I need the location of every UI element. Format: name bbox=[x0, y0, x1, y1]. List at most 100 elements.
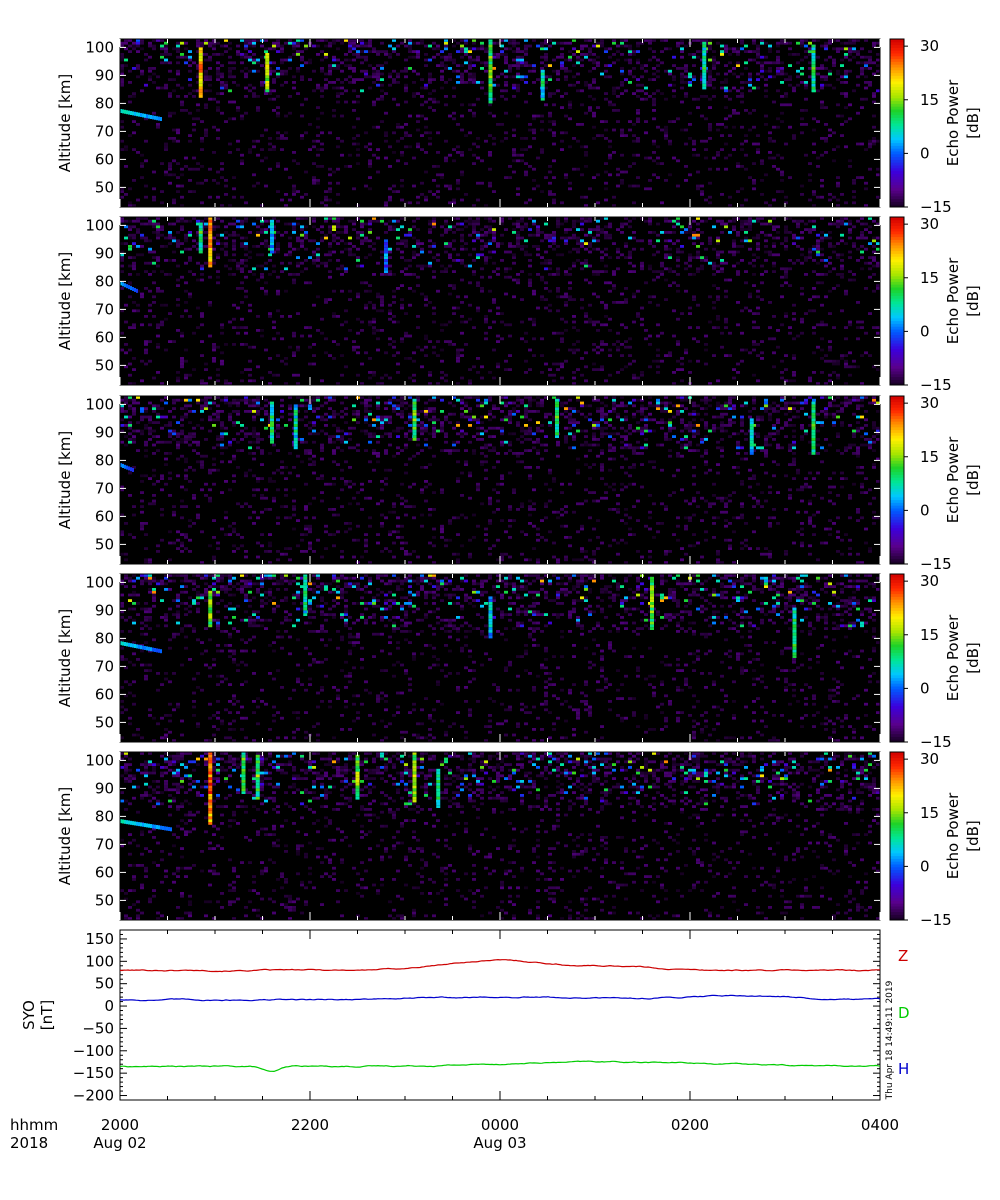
echo-cell bbox=[596, 61, 600, 65]
echo-cell bbox=[736, 270, 740, 273]
echo-cell bbox=[284, 131, 288, 135]
echo-cell bbox=[680, 100, 684, 104]
echo-cell bbox=[124, 365, 128, 369]
echo-cell bbox=[600, 72, 604, 76]
echo-cell bbox=[652, 295, 656, 299]
echo-cell bbox=[724, 354, 728, 357]
echo-cell bbox=[556, 72, 560, 76]
echo-cell bbox=[152, 187, 156, 191]
echo-column-cell bbox=[198, 81, 203, 84]
echo-cell bbox=[788, 217, 792, 220]
echo-cell bbox=[332, 228, 336, 231]
echo-cell bbox=[652, 159, 656, 163]
echo-cell bbox=[872, 219, 876, 223]
echo-cell bbox=[204, 78, 208, 81]
echo-cell bbox=[376, 72, 380, 76]
echo-column-cell bbox=[198, 233, 203, 237]
echo-cell bbox=[364, 50, 368, 53]
echo-cell bbox=[124, 343, 128, 346]
echo-cell bbox=[868, 139, 872, 143]
echo-column-cell bbox=[488, 53, 493, 56]
echo-cell bbox=[728, 61, 732, 65]
echo-cell bbox=[152, 198, 156, 202]
echo-column-cell bbox=[488, 100, 493, 104]
echo-cell bbox=[680, 357, 684, 360]
echo-cell bbox=[688, 53, 692, 56]
echo-cell bbox=[420, 95, 424, 98]
echo-cell bbox=[712, 64, 716, 67]
echo-column-cell bbox=[540, 92, 545, 95]
echo-cell bbox=[548, 303, 552, 307]
echo-cell bbox=[264, 47, 268, 51]
echo-cell bbox=[800, 67, 804, 70]
colorbar-segment bbox=[890, 187, 904, 191]
echo-cell bbox=[548, 236, 552, 240]
echo-cell bbox=[600, 340, 604, 343]
echo-cell bbox=[168, 233, 172, 237]
echo-cell bbox=[192, 245, 196, 248]
echo-cell bbox=[292, 193, 296, 196]
echo-cell bbox=[764, 89, 768, 93]
echo-cell bbox=[564, 217, 568, 220]
echo-cell bbox=[140, 69, 144, 73]
echo-cell bbox=[124, 410, 128, 413]
echo-cell bbox=[592, 61, 596, 65]
echo-cell bbox=[432, 345, 436, 349]
echo-cell bbox=[660, 270, 664, 273]
echo-cell bbox=[740, 86, 744, 90]
echo-cell bbox=[300, 334, 304, 338]
colorbar-segment bbox=[890, 362, 904, 366]
echo-column-cell bbox=[811, 44, 816, 48]
echo-cell bbox=[392, 97, 396, 101]
echo-cell bbox=[808, 67, 812, 70]
echo-cell bbox=[260, 159, 264, 163]
echo-cell bbox=[316, 247, 320, 251]
echo-cell bbox=[164, 452, 168, 455]
echo-cell bbox=[324, 39, 328, 42]
echo-cell bbox=[312, 217, 316, 220]
echo-cell bbox=[380, 250, 384, 254]
echo-cell bbox=[824, 233, 828, 237]
echo-cell bbox=[212, 228, 216, 231]
echo-cell bbox=[808, 75, 812, 79]
echo-cell bbox=[200, 139, 204, 143]
echo-cell bbox=[700, 264, 704, 268]
echo-cell bbox=[300, 78, 304, 81]
echo-cell bbox=[620, 354, 624, 357]
colorbar-segment bbox=[890, 289, 904, 294]
echo-cell bbox=[256, 217, 260, 220]
echo-cell bbox=[404, 245, 408, 248]
echo-cell bbox=[380, 303, 384, 307]
echo-cell bbox=[152, 195, 156, 199]
echo-cell bbox=[604, 247, 608, 251]
echo-cell bbox=[200, 201, 204, 205]
echo-cell bbox=[292, 222, 296, 226]
echo-cell bbox=[564, 242, 568, 245]
echo-cell bbox=[332, 41, 336, 45]
echo-cell bbox=[328, 228, 332, 231]
echo-cell bbox=[860, 236, 864, 240]
echo-cell bbox=[272, 148, 276, 151]
echo-cell bbox=[132, 505, 136, 508]
echo-cell bbox=[168, 259, 172, 262]
echo-cell bbox=[300, 75, 304, 79]
echo-cell bbox=[364, 131, 368, 135]
echo-cell bbox=[364, 239, 368, 243]
echo-cell bbox=[168, 114, 172, 118]
colorbar-segment bbox=[890, 201, 904, 205]
echo-cell bbox=[552, 373, 556, 377]
echo-cell bbox=[820, 371, 824, 374]
echo-cell bbox=[472, 270, 476, 273]
echo-cell bbox=[156, 75, 160, 79]
echo-cell bbox=[808, 61, 812, 65]
echo-cell bbox=[456, 259, 460, 262]
echo-cell bbox=[680, 250, 684, 254]
echo-cell bbox=[392, 47, 396, 51]
echo-column-cell bbox=[488, 95, 493, 98]
echo-cell bbox=[788, 41, 792, 45]
echo-cell bbox=[120, 58, 124, 62]
colorbar-frame bbox=[889, 38, 905, 208]
echo-cell bbox=[492, 190, 496, 193]
echo-column-cell bbox=[384, 247, 388, 251]
echo-cell bbox=[520, 298, 524, 301]
